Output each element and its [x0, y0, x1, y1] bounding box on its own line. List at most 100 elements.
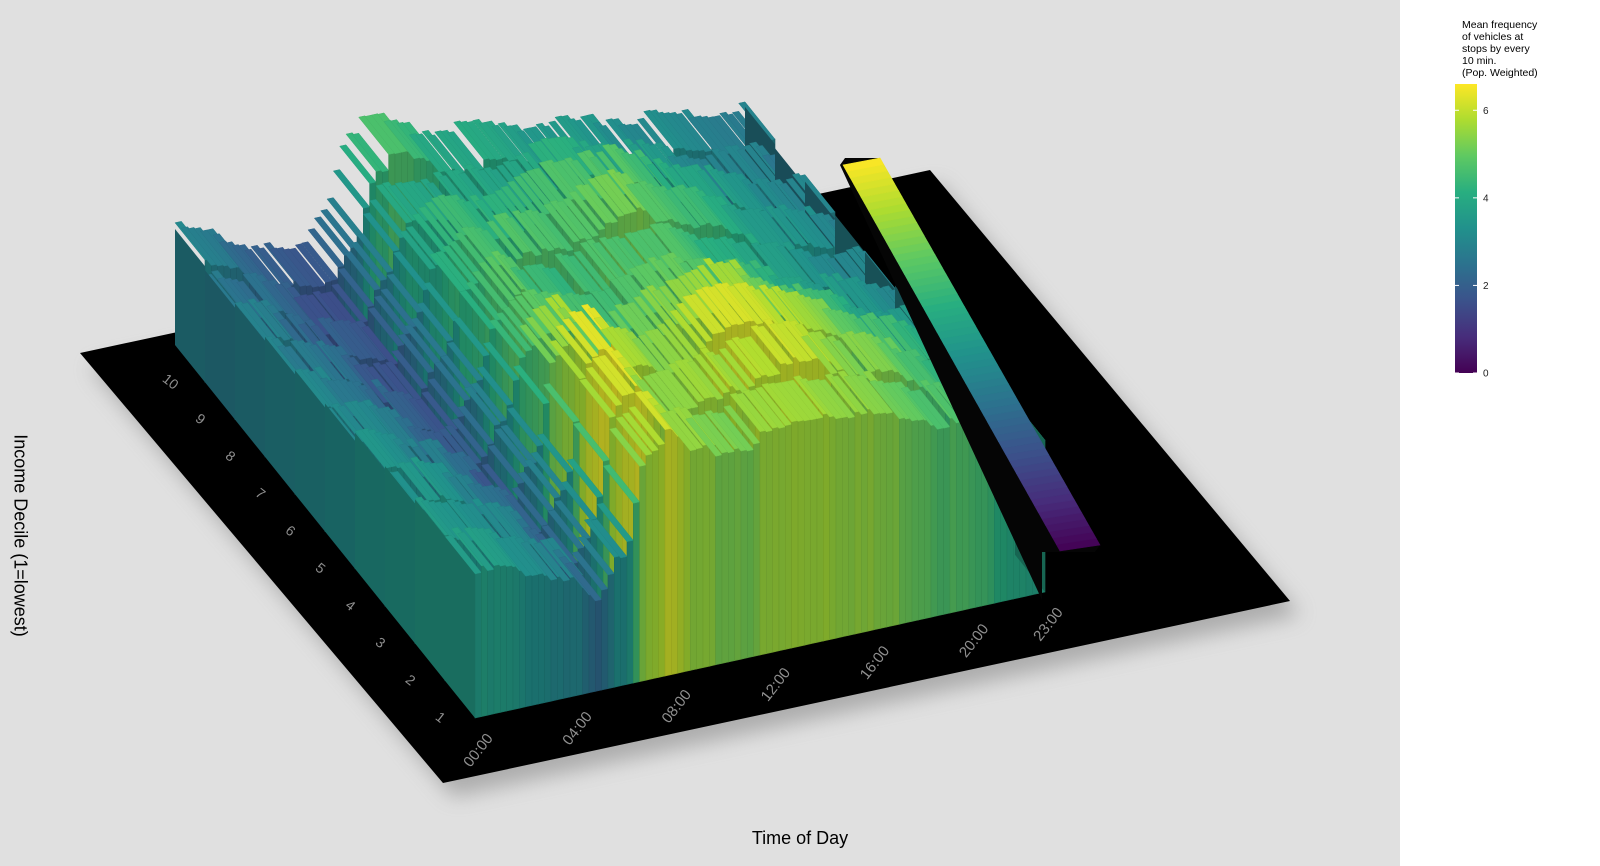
surface-column-top — [769, 322, 807, 363]
surface-column-front — [582, 586, 590, 695]
surface-column-front — [683, 441, 691, 673]
surface-column-top — [512, 365, 551, 405]
surface-column-top — [531, 307, 570, 348]
surface-column-top — [331, 283, 369, 323]
surface-column-top — [370, 113, 409, 153]
surface-column-top — [505, 216, 543, 257]
surface-column-top — [625, 183, 663, 223]
surface-column-top — [335, 319, 374, 359]
surface-column-front — [721, 451, 729, 664]
surface-column-top — [495, 312, 533, 352]
surface-column-top — [726, 285, 764, 325]
surface-column-top — [701, 195, 739, 235]
surface-column-top — [602, 464, 641, 504]
surface-column-front — [487, 569, 495, 716]
surface-column-top — [457, 405, 495, 445]
surface-column-top — [362, 212, 401, 252]
surface-column-top — [470, 382, 508, 422]
surface-column-front — [854, 410, 862, 635]
surface-column-top — [514, 295, 552, 335]
surface-column-top — [457, 531, 495, 572]
legend-tick-label: 6 — [1483, 106, 1489, 117]
surface-column-top — [380, 288, 418, 328]
surface-column-front — [588, 593, 596, 694]
surface-column-top — [555, 200, 594, 241]
surface-column-top — [773, 382, 812, 422]
surface-column-front — [734, 447, 742, 661]
surface-column-front — [671, 427, 678, 675]
surface-column-top — [294, 243, 333, 283]
colorbar-3d-segment — [842, 157, 885, 172]
surface-column-top — [517, 471, 555, 512]
surface-column-top — [422, 461, 460, 502]
surface-column-top — [484, 256, 522, 296]
surface-column-front — [519, 569, 526, 709]
surface-column-front — [810, 418, 818, 645]
surface-column-top — [731, 336, 769, 376]
surface-column-front — [943, 426, 951, 615]
surface-column-top — [631, 182, 670, 222]
surface-column-top — [553, 500, 592, 540]
surface-column-front — [544, 574, 552, 703]
surface-column-top — [568, 310, 606, 351]
surface-column-top — [282, 248, 320, 288]
surface-column-top — [506, 407, 544, 447]
surface-column-top — [724, 339, 763, 379]
surface-column-top — [697, 413, 736, 454]
surface-column-top — [549, 200, 587, 240]
surface-column-top — [350, 241, 388, 281]
surface-column-top — [906, 390, 945, 430]
surface-column-front — [652, 449, 659, 680]
surface-end-cap — [415, 499, 445, 681]
surface-column-top — [463, 386, 502, 426]
surface-column-top — [723, 405, 761, 445]
surface-column-top — [599, 328, 638, 368]
surface-column-top — [585, 366, 623, 407]
surface-column-top — [430, 196, 469, 237]
surface-column-front — [690, 449, 697, 671]
surface-column-top — [568, 191, 606, 231]
surface-column-front — [867, 407, 875, 632]
surface-column-top — [748, 389, 786, 429]
surface-column-top — [634, 390, 672, 431]
legend-tick-label: 2 — [1483, 281, 1489, 292]
surface-column-front — [816, 416, 824, 643]
surface-column-top — [523, 459, 562, 499]
surface-column-top — [486, 220, 524, 260]
surface-column-top — [435, 250, 473, 291]
surface-column-top — [469, 527, 508, 567]
surface-column-top — [818, 379, 856, 419]
surface-column-top — [668, 111, 706, 152]
surface-column-top — [718, 347, 756, 388]
surface-column-top — [662, 112, 700, 152]
surface-column-front — [930, 423, 938, 618]
surface-column-top — [533, 542, 571, 582]
surface-column-top — [887, 381, 926, 421]
surface-column-front — [614, 555, 621, 688]
surface-column-front — [892, 407, 900, 626]
surface-column-top — [256, 247, 295, 287]
surface-column-front — [563, 579, 571, 699]
surface-column-top — [547, 509, 585, 549]
plot-area: 00:00 04:00 08:00 12:00 16:00 20:00 23:00 1 2 3 4 5… — [10, 101, 1300, 848]
surface-column-top — [685, 417, 723, 457]
surface-column-top — [459, 120, 497, 160]
surface-column-front — [759, 429, 767, 656]
surface-column-top — [301, 241, 339, 281]
surface-column-top — [294, 368, 332, 408]
surface-column-top — [389, 390, 427, 430]
surface-column-top — [694, 288, 733, 328]
surface-column-top — [451, 418, 489, 458]
surface-column-top — [564, 562, 603, 602]
surface-column-top — [609, 427, 647, 467]
surface-column-top — [716, 412, 755, 452]
surface-column-front — [664, 428, 672, 677]
surface-column-top — [750, 324, 788, 365]
surface-column-top — [504, 494, 543, 534]
surface-column-top — [463, 526, 501, 567]
surface-column-top — [807, 331, 845, 371]
surface-column-top — [587, 177, 625, 217]
surface-column-front — [595, 599, 602, 692]
surface-column-top — [843, 375, 881, 415]
surface-end-cap — [445, 536, 475, 718]
